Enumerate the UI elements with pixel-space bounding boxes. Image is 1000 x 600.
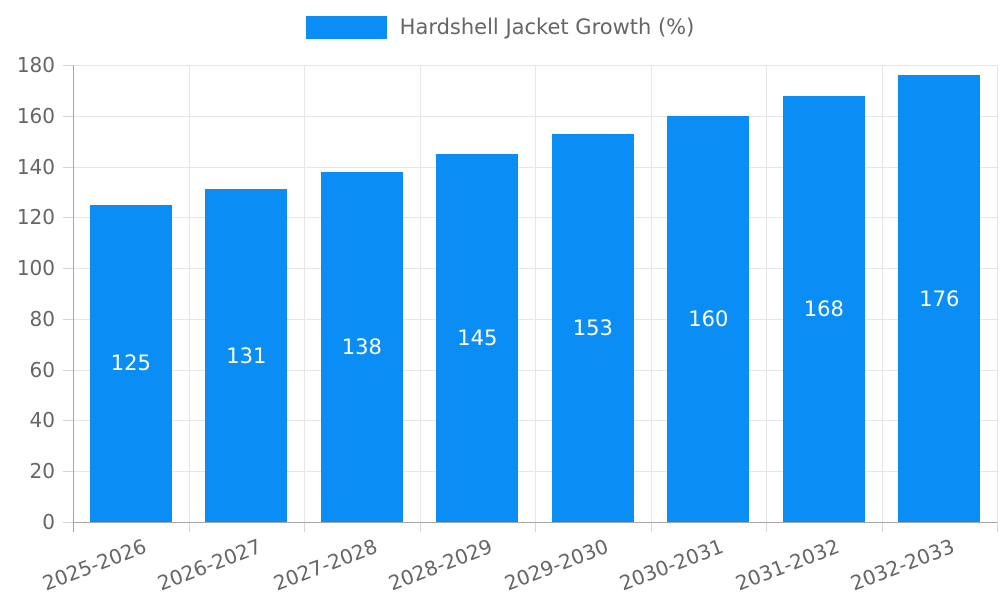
y-tick-label: 80	[29, 307, 55, 331]
x-gridline	[304, 65, 305, 522]
y-tick-mark	[63, 319, 73, 320]
x-tick-mark	[189, 522, 190, 532]
x-tick-mark	[535, 522, 536, 532]
bar[interactable]	[205, 189, 288, 522]
y-tick-label: 160	[16, 104, 55, 128]
bar[interactable]	[898, 75, 981, 522]
x-axis-line	[73, 522, 997, 523]
x-gridline	[420, 65, 421, 522]
legend-item[interactable]: Hardshell Jacket Growth (%)	[0, 16, 1000, 39]
x-tick-mark	[766, 522, 767, 532]
y-tick-label: 120	[16, 205, 55, 229]
y-tick-mark	[63, 370, 73, 371]
x-gridline	[535, 65, 536, 522]
x-gridline	[766, 65, 767, 522]
y-tick-label: 40	[29, 408, 55, 432]
x-gridline	[882, 65, 883, 522]
bar[interactable]	[667, 115, 750, 522]
x-gridline	[997, 65, 998, 522]
legend-swatch	[305, 16, 387, 39]
y-tick-label: 20	[29, 459, 55, 483]
x-gridline	[651, 65, 652, 522]
y-tick-label: 0	[42, 510, 55, 534]
x-tick-mark	[420, 522, 421, 532]
x-tick-mark	[651, 522, 652, 532]
y-tick-label: 180	[16, 53, 55, 77]
bar[interactable]	[436, 153, 519, 522]
y-axis-line	[73, 65, 74, 532]
bar[interactable]	[782, 95, 865, 522]
y-tick-mark	[63, 217, 73, 218]
x-gridline	[189, 65, 190, 522]
y-tick-mark	[63, 471, 73, 472]
x-tick-mark	[304, 522, 305, 532]
y-tick-label: 100	[16, 256, 55, 280]
bar[interactable]	[551, 133, 634, 522]
y-tick-mark	[63, 522, 73, 523]
y-tick-mark	[63, 268, 73, 269]
y-tick-label: 140	[16, 155, 55, 179]
x-tick-mark	[997, 522, 998, 532]
bar[interactable]	[89, 204, 172, 522]
x-tick-mark	[882, 522, 883, 532]
y-tick-mark	[63, 116, 73, 117]
bar[interactable]	[320, 171, 403, 522]
legend-label: Hardshell Jacket Growth (%)	[399, 15, 695, 39]
y-tick-mark	[63, 65, 73, 66]
y-tick-mark	[63, 167, 73, 168]
y-tick-mark	[63, 420, 73, 421]
y-tick-label: 60	[29, 358, 55, 382]
